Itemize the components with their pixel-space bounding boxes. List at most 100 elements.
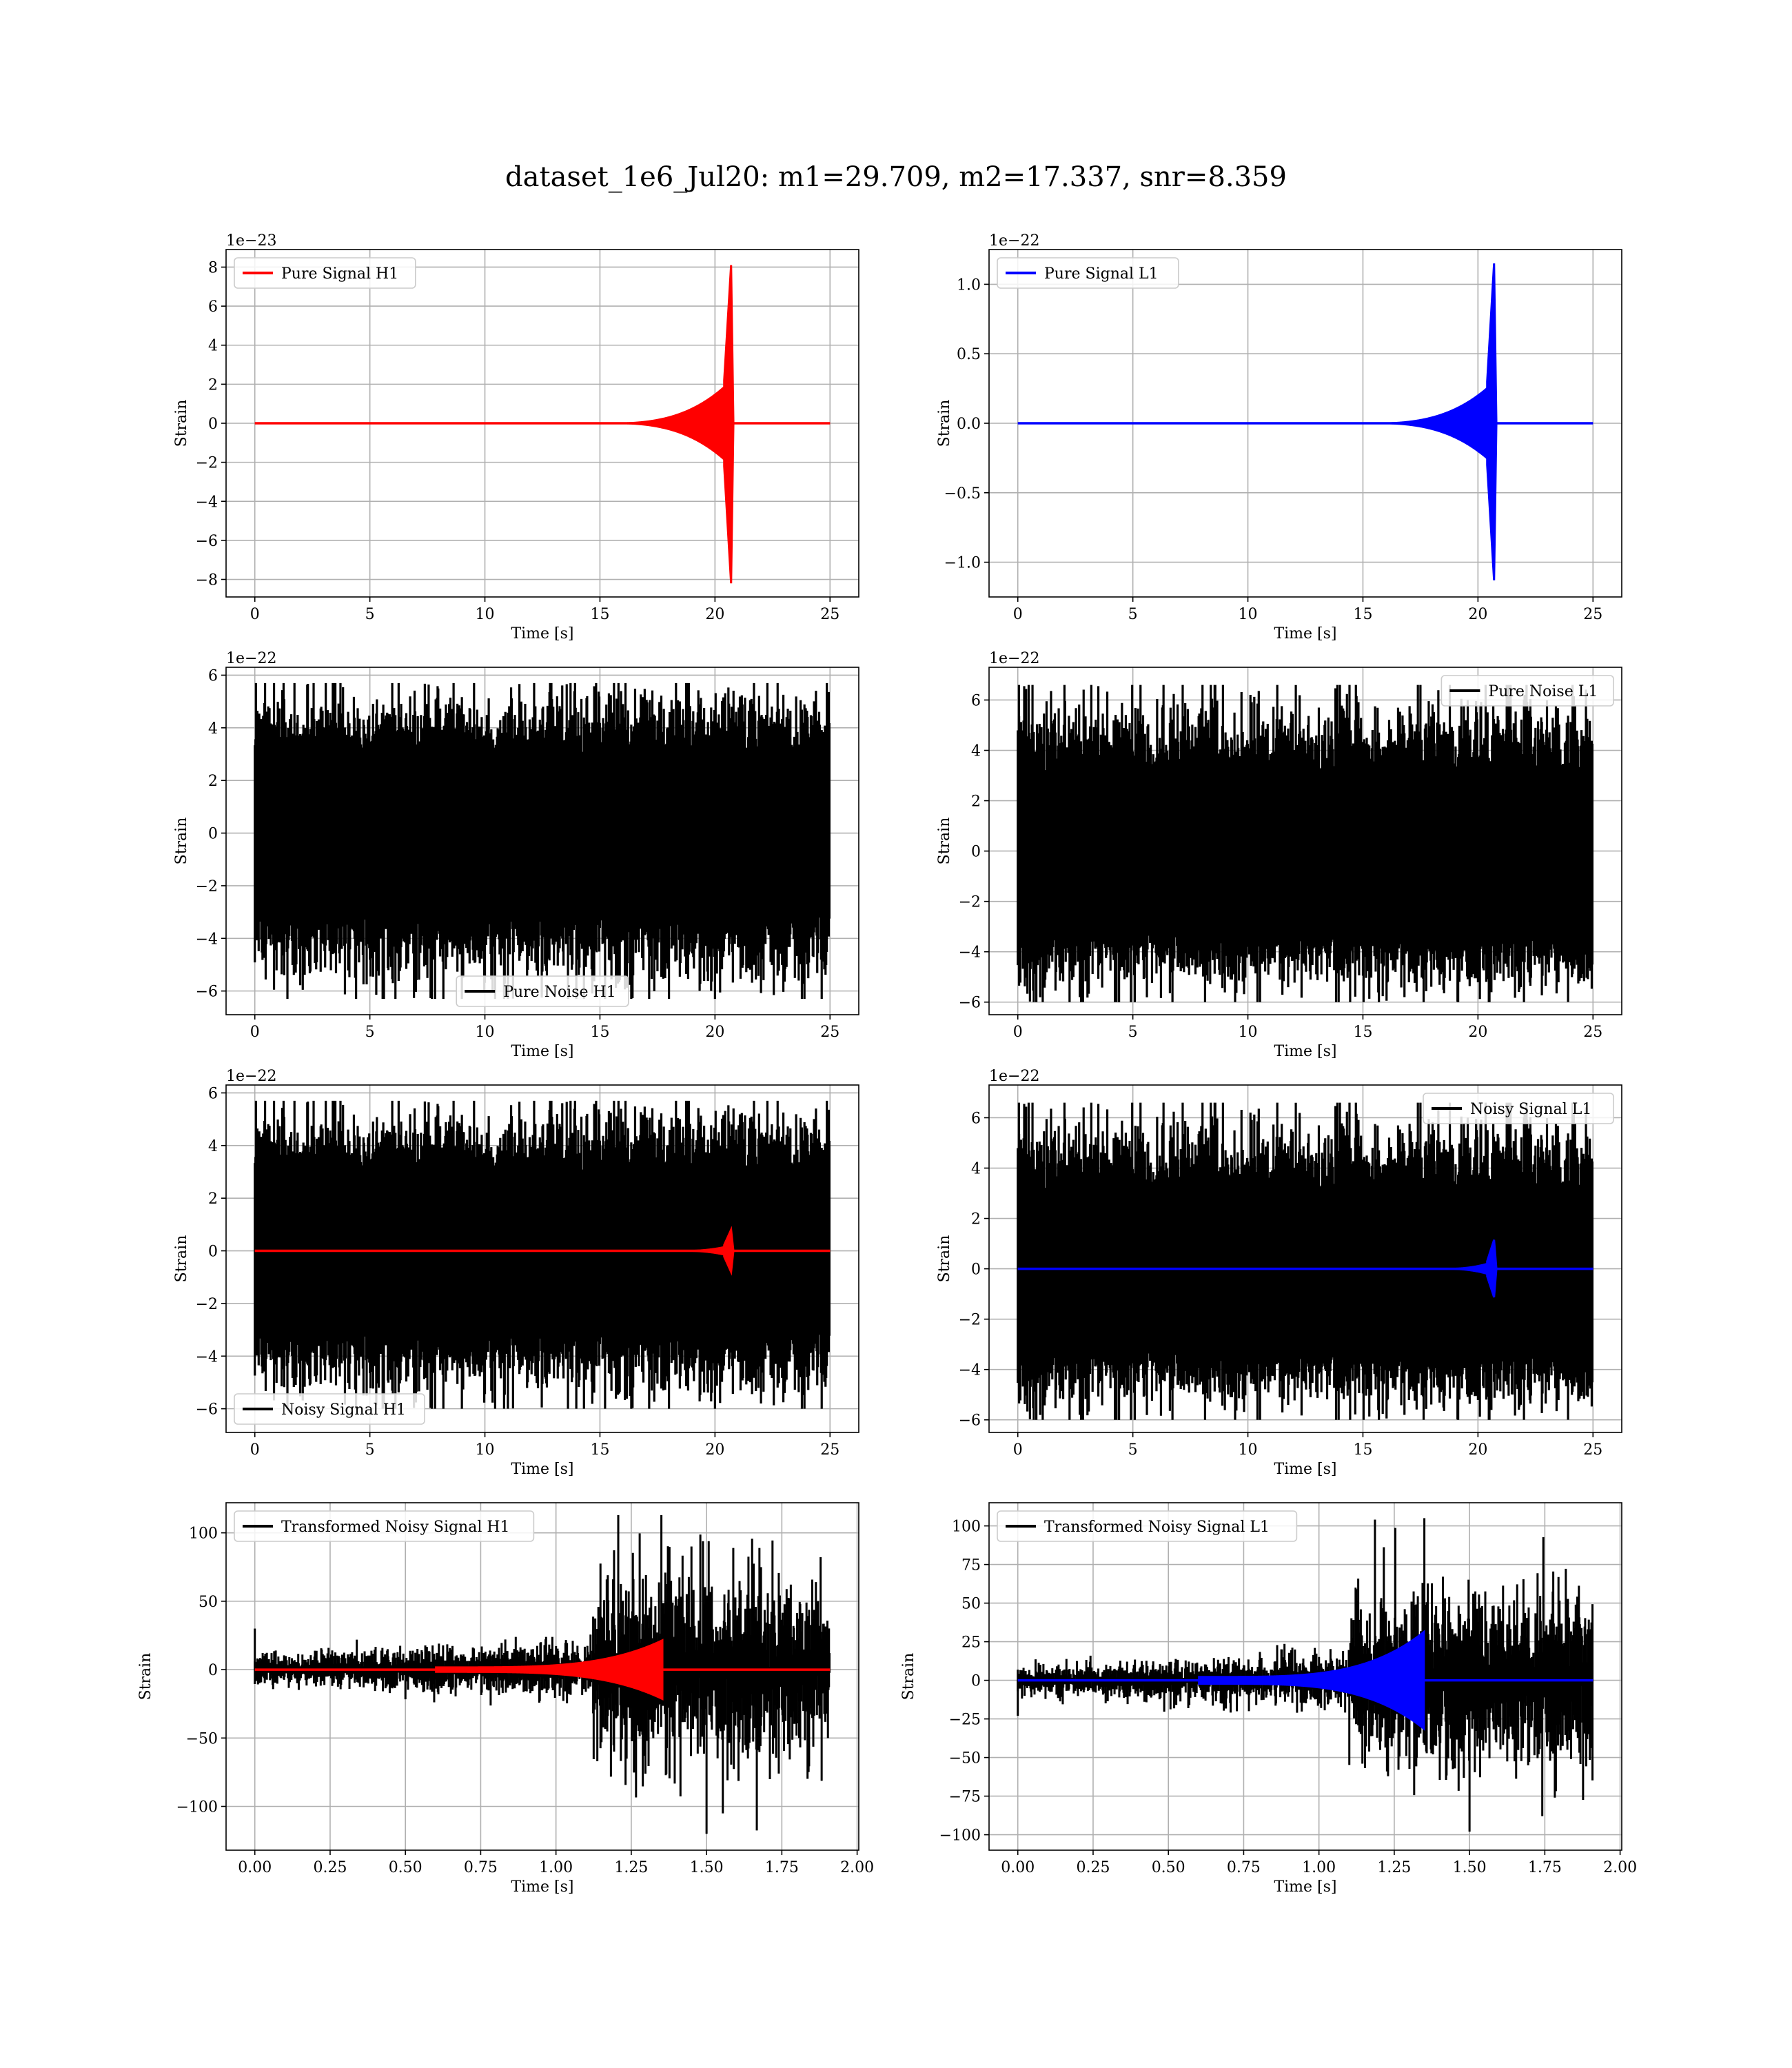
y-tick-label: −2 — [196, 455, 218, 472]
y-axis-label: Strain — [900, 1653, 917, 1701]
x-tick-label: 0 — [1013, 1024, 1023, 1041]
pure-signal-l1-panel: 0 5 10 15 20 25 −1.0 −0.5 0.0 0.5 1.0 1e−22 Time [s]… — [936, 232, 1622, 642]
y-tick-label: 1.0 — [957, 276, 981, 294]
x-axis-label: Time [s] — [1274, 625, 1336, 642]
y-tick-label: 100 — [952, 1519, 981, 1536]
y-tick-label: 2 — [971, 793, 981, 811]
y-tick-label: −6 — [196, 533, 218, 550]
x-tick-label: 5 — [1128, 1441, 1138, 1459]
x-tick-label: 5 — [365, 606, 375, 623]
legend: Noisy Signal H1 — [234, 1393, 425, 1425]
y-tick-label: 50 — [198, 1594, 218, 1611]
x-tick-label: 0 — [250, 1024, 260, 1041]
y-tick-label: 6 — [208, 298, 218, 316]
y-tick-label: −2 — [196, 878, 218, 895]
legend-label: Pure Noise H1 — [503, 984, 616, 1001]
y-tick-label: 75 — [961, 1557, 981, 1574]
x-tick-label: 10 — [476, 1024, 495, 1041]
y-tick-label: −2 — [959, 1312, 981, 1329]
noise-trace — [254, 1100, 831, 1409]
y-axis-label: Strain — [173, 400, 190, 447]
y-tick-label: 2 — [971, 1211, 981, 1228]
x-tick-label: 25 — [1583, 1441, 1602, 1459]
y-axis-label: Strain — [173, 1235, 190, 1283]
legend-label: Transformed Noisy Signal H1 — [281, 1519, 510, 1536]
x-tick-label: 1.75 — [765, 1859, 799, 1876]
noisy-signal-l1-panel: 0 5 10 15 20 25 −6 −4 −2 0 2 4 6 1e−22 Time [s] Strain N… — [936, 1068, 1622, 1478]
y-tick-label: 4 — [208, 720, 218, 738]
y-offset-text: 1e−23 — [226, 232, 276, 250]
y-tick-label: 4 — [208, 338, 218, 355]
plot-area — [1017, 1518, 1594, 1832]
y-tick-label: −4 — [959, 944, 981, 962]
y-tick-label: −0.5 — [944, 485, 981, 503]
legend-box — [1423, 1093, 1614, 1124]
legend-label: Noisy Signal H1 — [281, 1401, 406, 1419]
y-tick-label: −6 — [959, 1412, 981, 1430]
x-tick-label: 0 — [250, 1441, 260, 1459]
plot-area — [254, 1514, 831, 1834]
axes-frame — [988, 667, 1622, 1015]
plot-area — [254, 682, 831, 1000]
x-tick-label: 25 — [1583, 606, 1602, 623]
axes-frame — [988, 1084, 1622, 1433]
x-axis-label: Time [s] — [1274, 1461, 1336, 1478]
legend-label: Pure Noise L1 — [1488, 683, 1598, 700]
x-tick-label: 10 — [1239, 606, 1258, 623]
x-tick-label: 0.00 — [238, 1859, 272, 1876]
y-tick-label: 0 — [208, 1244, 218, 1261]
plot-area — [1017, 1102, 1594, 1420]
legend: Pure Signal L1 — [997, 257, 1179, 289]
y-tick-label: −25 — [949, 1712, 981, 1729]
x-tick-label: 10 — [476, 1441, 495, 1459]
x-tick-label: 20 — [705, 606, 724, 623]
legend-box — [456, 975, 629, 1007]
x-tick-label: 0 — [1013, 1441, 1023, 1459]
y-tick-label: 2 — [208, 773, 218, 790]
signal-merger-peak — [1486, 1239, 1498, 1298]
legend-label: Pure Signal L1 — [1044, 265, 1159, 283]
x-tick-label: 0 — [1013, 606, 1023, 623]
y-tick-label: 25 — [961, 1634, 981, 1652]
plot-area — [1017, 263, 1594, 580]
x-tick-label: 15 — [1353, 606, 1372, 623]
x-tick-label: 2.00 — [1603, 1859, 1637, 1876]
x-tick-label: 25 — [820, 1024, 839, 1041]
axes-frame — [988, 1502, 1622, 1851]
signal-merger-peak — [723, 1226, 735, 1276]
y-tick-label: 4 — [971, 1161, 981, 1178]
noise-trace — [1017, 1102, 1594, 1420]
y-tick-label: −2 — [196, 1296, 218, 1313]
legend-box — [1440, 675, 1614, 707]
x-tick-label: 20 — [1468, 606, 1487, 623]
y-tick-label: 100 — [189, 1525, 218, 1543]
y-tick-label: −75 — [949, 1789, 981, 1806]
y-tick-label: 0.0 — [957, 416, 981, 433]
x-tick-label: 0.75 — [1227, 1859, 1261, 1876]
x-tick-label: 0.50 — [389, 1859, 422, 1876]
legend-label: Noisy Signal L1 — [1470, 1101, 1591, 1118]
axes-frame — [225, 1084, 859, 1433]
legend-box — [234, 1510, 535, 1542]
legend: Pure Noise L1 — [1440, 675, 1614, 707]
x-tick-label: 1.50 — [1453, 1859, 1487, 1876]
y-tick-label: 6 — [971, 692, 981, 709]
x-tick-label: 5 — [365, 1024, 375, 1041]
x-axis-label: Time [s] — [511, 1878, 573, 1896]
x-tick-label: 1.75 — [1528, 1859, 1562, 1876]
x-tick-label: 20 — [1468, 1024, 1487, 1041]
x-tick-label: 1.25 — [1377, 1859, 1411, 1876]
y-tick-label: −1.0 — [944, 555, 981, 572]
legend-label: Pure Signal H1 — [281, 265, 398, 283]
x-tick-label: 2.00 — [840, 1859, 874, 1876]
signal-merger-peak — [723, 265, 735, 584]
x-tick-label: 25 — [820, 1441, 839, 1459]
y-tick-label: 0 — [208, 1662, 218, 1679]
y-tick-label: −6 — [196, 984, 218, 1001]
x-tick-label: 20 — [705, 1024, 724, 1041]
legend: Pure Noise H1 — [456, 975, 629, 1007]
x-tick-label: 1.50 — [690, 1859, 724, 1876]
y-tick-label: 0.5 — [957, 346, 981, 363]
